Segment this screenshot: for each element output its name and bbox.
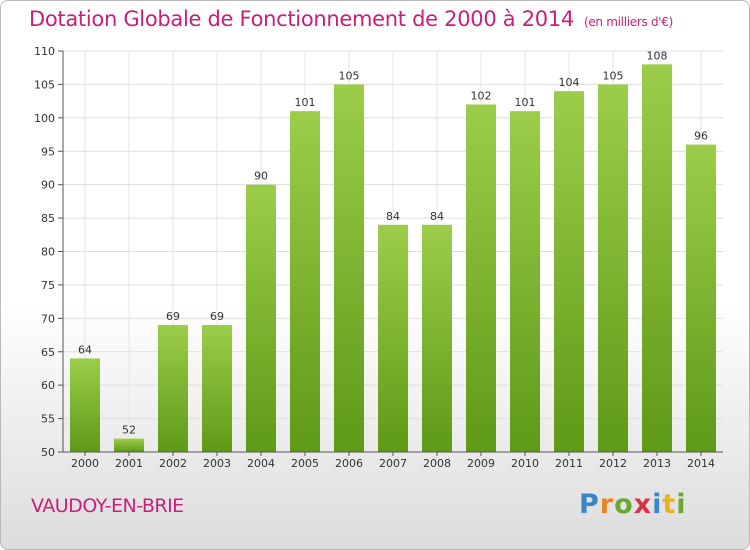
bar — [202, 325, 232, 452]
bar-value-label: 108 — [647, 49, 668, 62]
y-tick-label: 75 — [41, 279, 55, 292]
bar-value-label: 52 — [122, 424, 136, 437]
logo-letter: t — [662, 489, 677, 520]
logo-letter: o — [614, 489, 634, 520]
x-tick-label: 2008 — [423, 457, 451, 470]
bar-value-label: 84 — [386, 210, 400, 223]
x-tick-label: 2005 — [291, 457, 319, 470]
bar — [466, 104, 496, 452]
y-tick-label: 105 — [34, 78, 55, 91]
bar — [642, 64, 672, 452]
x-tick-label: 2010 — [511, 457, 539, 470]
bar — [246, 184, 276, 452]
y-tick-label: 100 — [34, 112, 55, 125]
x-tick-label: 2001 — [115, 457, 143, 470]
y-tick-label: 85 — [41, 212, 55, 225]
bar — [290, 111, 320, 453]
bar-value-label: 102 — [471, 89, 492, 102]
chart-title: Dotation Globale de Fonctionnement de 20… — [29, 7, 673, 31]
logo-letter: i — [652, 489, 663, 520]
y-tick-label: 65 — [41, 346, 55, 359]
x-tick-label: 2007 — [379, 457, 407, 470]
bars-layer: 64 52 69 69 90 101 105 84 84 102 101 104 105 108 96 — [70, 49, 716, 453]
x-tick-label: 2011 — [555, 457, 583, 470]
logo-letter: r — [599, 489, 615, 520]
bar-value-label: 101 — [295, 96, 316, 109]
x-tick-label: 2006 — [335, 457, 363, 470]
y-tick-label: 60 — [41, 379, 55, 392]
bar — [598, 84, 628, 453]
axis-layer: 50 55 60 65 70 75 80 85 90 95 100 105 110 2000 2001 200… — [34, 45, 723, 470]
y-tick-label: 80 — [41, 246, 55, 259]
y-tick-label: 50 — [41, 446, 55, 459]
y-tick-label: 70 — [41, 312, 55, 325]
bar-value-label: 90 — [254, 170, 268, 183]
x-tick-label: 2009 — [467, 457, 495, 470]
x-tick-label: 2012 — [599, 457, 627, 470]
bar — [422, 224, 452, 452]
logo-letter: i — [676, 489, 687, 520]
bar-value-label: 69 — [210, 310, 224, 323]
bar-value-label: 104 — [559, 76, 580, 89]
bar — [510, 111, 540, 453]
bar-value-label: 69 — [166, 310, 180, 323]
bar-value-label: 101 — [515, 96, 536, 109]
bar-value-label: 105 — [603, 69, 624, 82]
commune-name: VAUDOY-EN-BRIE — [31, 495, 184, 517]
logo-letter: x — [633, 489, 653, 520]
y-tick-label: 90 — [41, 179, 55, 192]
x-tick-label: 2000 — [71, 457, 99, 470]
bar — [554, 91, 584, 452]
x-tick-label: 2014 — [687, 457, 715, 470]
bar-value-label: 64 — [78, 343, 92, 356]
bar — [114, 438, 144, 452]
bar — [70, 358, 100, 452]
bar — [378, 224, 408, 452]
x-tick-label: 2003 — [203, 457, 231, 470]
chart-subtitle: (en milliers d'€) — [583, 15, 673, 29]
y-tick-label: 95 — [41, 145, 55, 158]
logo-letter: P — [579, 489, 600, 520]
x-tick-label: 2004 — [247, 457, 275, 470]
chart-title-text: Dotation Globale de Fonctionnement de 20… — [29, 7, 574, 31]
y-tick-label: 110 — [34, 45, 55, 58]
bar-value-label: 84 — [430, 210, 444, 223]
x-tick-label: 2002 — [159, 457, 187, 470]
bar — [334, 84, 364, 453]
y-tick-label: 55 — [41, 413, 55, 426]
bar-value-label: 96 — [694, 130, 708, 143]
bar-value-label: 105 — [339, 69, 360, 82]
x-tick-label: 2013 — [643, 457, 671, 470]
bar — [158, 325, 188, 452]
bar — [686, 144, 716, 453]
proxiti-logo: Proxiti — [579, 489, 687, 520]
